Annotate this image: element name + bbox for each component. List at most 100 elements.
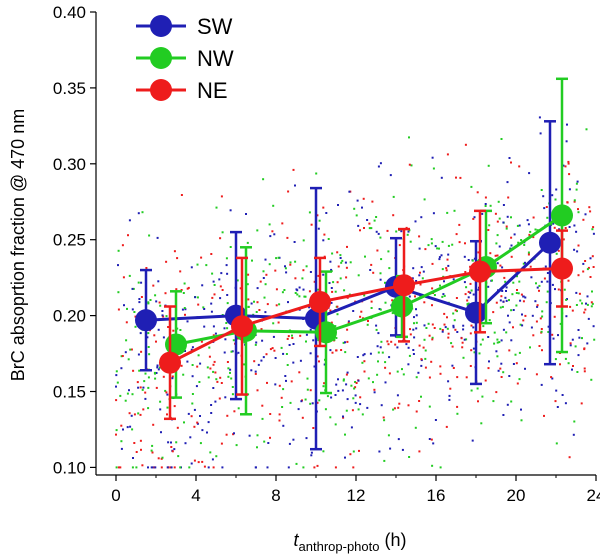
- scatter-point: [225, 433, 228, 436]
- scatter-point: [462, 324, 465, 327]
- data-point: [231, 315, 253, 338]
- scatter-point: [128, 389, 130, 392]
- scatter-point: [147, 301, 150, 304]
- scatter-point: [440, 176, 443, 179]
- scatter-point: [456, 412, 459, 415]
- scatter-point: [571, 368, 573, 371]
- scatter-point: [158, 366, 161, 369]
- scatter-point: [590, 301, 593, 304]
- scatter-point: [346, 340, 349, 343]
- scatter-point: [272, 204, 275, 207]
- scatter-point: [430, 238, 433, 241]
- scatter-point: [477, 251, 480, 254]
- scatter-point: [569, 305, 572, 308]
- scatter-point: [179, 270, 182, 273]
- scatter-point: [229, 371, 231, 374]
- scatter-point: [330, 268, 333, 271]
- scatter-point: [262, 178, 265, 181]
- scatter-point: [246, 283, 249, 286]
- scatter-point: [430, 360, 433, 363]
- scatter-point: [136, 381, 139, 384]
- scatter-point: [522, 319, 525, 322]
- scatter-point: [248, 434, 251, 437]
- scatter-point: [584, 260, 587, 262]
- scatter-point: [408, 295, 411, 298]
- scatter-point: [271, 347, 274, 350]
- scatter-point: [140, 296, 143, 298]
- scatter-point: [281, 222, 284, 225]
- scatter-point: [133, 413, 136, 416]
- scatter-point: [373, 388, 376, 391]
- scatter-point: [218, 278, 221, 281]
- x-axis-label-unit: (h): [379, 530, 406, 550]
- scatter-point: [387, 250, 390, 253]
- scatter-point: [534, 228, 537, 231]
- scatter-point: [573, 248, 576, 251]
- scatter-point: [285, 271, 288, 274]
- scatter-point: [568, 173, 571, 176]
- scatter-point: [460, 337, 463, 340]
- scatter-point: [196, 422, 199, 425]
- scatter-point: [377, 165, 380, 168]
- scatter-point: [162, 336, 165, 339]
- scatter-point: [540, 328, 543, 330]
- scatter-point: [349, 453, 352, 456]
- scatter-point: [452, 324, 455, 327]
- scatter-point: [345, 266, 348, 269]
- scatter-point: [494, 212, 497, 215]
- scatter-point: [294, 292, 297, 294]
- scatter-point: [363, 227, 365, 229]
- scatter-point: [286, 364, 289, 366]
- scatter-point: [523, 244, 526, 246]
- scatter-point: [352, 466, 355, 469]
- scatter-point: [408, 136, 410, 139]
- scatter-point: [175, 288, 178, 291]
- scatter-point: [142, 386, 145, 389]
- scatter-point: [370, 227, 373, 230]
- scatter-point: [298, 295, 301, 298]
- scatter-point: [420, 358, 423, 361]
- scatter-point: [424, 366, 427, 369]
- scatter-point: [562, 238, 565, 241]
- scatter-point: [439, 372, 442, 375]
- scatter-point: [183, 282, 186, 285]
- scatter-point: [576, 371, 579, 373]
- legend-item-sw: SW: [136, 14, 233, 39]
- scatter-point: [147, 386, 150, 389]
- scatter-point: [383, 459, 386, 462]
- scatter-point: [470, 185, 473, 188]
- scatter-point: [135, 466, 138, 469]
- scatter-point: [540, 383, 543, 386]
- scatter-point: [150, 466, 153, 469]
- scatter-point: [199, 362, 202, 365]
- scatter-point: [361, 361, 364, 364]
- scatter-point: [477, 400, 479, 403]
- scatter-point: [268, 223, 271, 226]
- x-tick-label: 4: [191, 486, 200, 505]
- scatter-point: [155, 340, 157, 343]
- scatter-point: [411, 277, 414, 280]
- scatter-point: [129, 425, 132, 428]
- scatter-point: [256, 301, 259, 304]
- scatter-point: [147, 302, 150, 305]
- scatter-point: [392, 195, 395, 198]
- scatter-point: [256, 389, 259, 392]
- scatter-point: [413, 322, 415, 325]
- scatter-point: [336, 305, 339, 308]
- scatter-point: [156, 366, 159, 369]
- scatter-point: [197, 354, 200, 357]
- scatter-point: [170, 466, 173, 469]
- scatter-point: [340, 261, 343, 264]
- scatter-point: [389, 447, 392, 450]
- scatter-point: [433, 327, 436, 329]
- scatter-point: [505, 331, 508, 334]
- scatter-point: [505, 286, 508, 289]
- scatter-point: [498, 245, 501, 248]
- scatter-point: [414, 220, 417, 223]
- scatter-point: [372, 381, 374, 384]
- scatter-point: [448, 398, 451, 401]
- scatter-point: [499, 306, 502, 309]
- scatter-point: [171, 375, 174, 378]
- scatter-point: [527, 253, 530, 256]
- scatter-point: [530, 276, 533, 279]
